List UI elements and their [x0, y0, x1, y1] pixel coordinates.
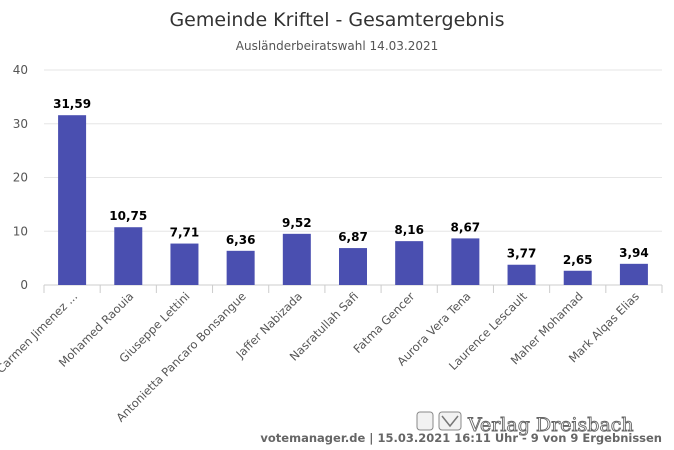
y-tick-label: 10 — [13, 224, 28, 238]
data-label: 3,94 — [619, 246, 649, 260]
bar[interactable] — [507, 264, 536, 285]
y-axis: 0 10 20 30 40 — [13, 63, 28, 292]
chart-title: Gemeinde Kriftel - Gesamtergebnis — [169, 9, 504, 31]
bar[interactable] — [170, 243, 199, 285]
bar[interactable] — [339, 248, 367, 285]
bar[interactable] — [619, 263, 648, 285]
watermark-text: Verlag Dreisbach — [467, 414, 634, 436]
bars — [58, 115, 648, 285]
data-label: 10,75 — [109, 209, 147, 223]
publisher-logo — [416, 411, 462, 431]
data-label: 8,16 — [394, 223, 424, 237]
y-tick-label: 0 — [20, 278, 28, 292]
chart-subtitle: Ausländerbeiratswahl 14.03.2021 — [236, 39, 439, 53]
bar[interactable] — [114, 227, 143, 285]
data-label: 6,87 — [338, 230, 368, 244]
credits-text[interactable]: votemanager.de | 15.03.2021 16:11 Uhr - … — [260, 431, 662, 445]
data-label: 31,59 — [53, 97, 91, 111]
grid-lines — [44, 69, 662, 286]
data-labels: 31,59 10,75 7,71 6,36 9,52 6,87 8,16 8,67 3,77 2,… — [53, 97, 649, 267]
data-label: 9,52 — [282, 216, 312, 230]
data-label: 7,71 — [170, 226, 200, 240]
data-label: 3,77 — [507, 247, 537, 261]
bar[interactable] — [226, 250, 255, 285]
x-axis: Carmen Jimenez ...Mohamed RaouiaGiuseppe… — [0, 285, 663, 425]
data-label: 6,36 — [226, 233, 256, 247]
y-tick-label: 40 — [13, 63, 28, 77]
data-label: 8,67 — [451, 220, 481, 234]
bar[interactable] — [451, 238, 480, 285]
y-tick-label: 30 — [13, 117, 28, 131]
bar[interactable] — [282, 233, 311, 285]
bar[interactable] — [563, 270, 592, 285]
data-label: 2,65 — [563, 253, 593, 267]
y-tick-label: 20 — [13, 171, 28, 185]
bar[interactable] — [395, 241, 424, 285]
bar[interactable] — [58, 115, 87, 285]
